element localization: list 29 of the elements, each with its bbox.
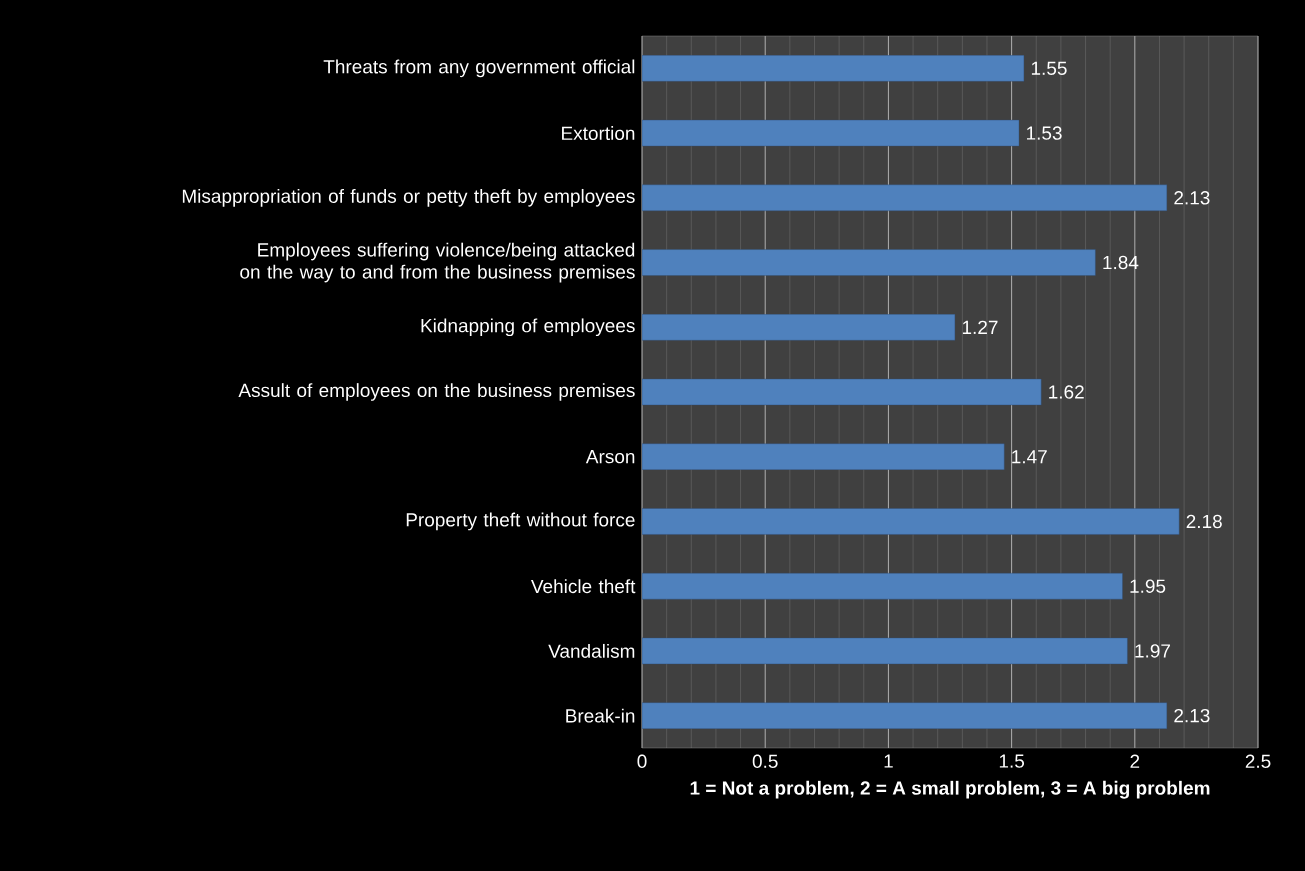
y-tick-label: Vandalism [548,643,635,658]
data-label: 1.97 [1135,644,1170,658]
data-label: 2.13 [1174,191,1210,205]
data-label: 1.47 [1012,450,1047,464]
y-tick-label: Threats from any government official [323,59,635,78]
data-label: 1.53 [1027,126,1062,140]
x-tick-label: 0.5 [752,754,778,768]
data-label: 2.13 [1174,708,1210,723]
data-label: 1.27 [962,320,998,334]
data-label: 1.95 [1130,579,1166,593]
x-tick-label: 2 [1130,754,1140,768]
y-tick-label: Assult of employees on the business premises [238,383,635,401]
y-tick-label: Misappropriation of funds or petty theft by employees [182,188,635,207]
data-label: 1.62 [1049,385,1084,399]
data-label: 1.55 [1031,61,1067,75]
data-label: 1.84 [1103,255,1139,270]
y-tick-label: Vehicle theft [530,579,636,594]
data-label: 2.18 [1186,514,1222,529]
x-tick-label: 1 [884,754,893,768]
y-tick-label: Employees suffering violence/being attacked on the way to and from the business premises [240,242,635,283]
y-tick-label: Kidnapping of employees [421,318,635,337]
y-tick-label: Break-in [566,708,635,723]
y-tick-label: Arson [585,450,635,464]
x-tick-label: 0 [637,754,647,768]
y-tick-label: Property theft without force [406,512,635,531]
y-tick-label: Extortion [562,126,635,141]
x-axis-title: 1 = Not a problem, 2 = A small problem, 3 = A big problem [690,780,1210,799]
x-tick-label: 2.5 [1245,754,1271,768]
x-tick-label: 1.5 [999,754,1025,768]
